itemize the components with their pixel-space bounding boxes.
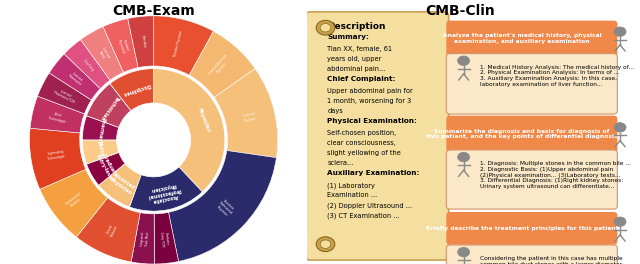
Text: clear consciousness,: clear consciousness, [327, 140, 396, 146]
Circle shape [458, 56, 470, 65]
Text: days: days [327, 108, 343, 114]
FancyBboxPatch shape [446, 21, 618, 56]
Wedge shape [49, 54, 100, 100]
Text: Clinical
Medicine: Clinical Medicine [106, 223, 119, 238]
Text: Specialist: Specialist [141, 35, 146, 48]
Text: 1. Diagnosis: Multiple stones in the common bile ...
2. Diagnostic Basis: (1)Upp: 1. Diagnosis: Multiple stones in the com… [480, 161, 631, 189]
Text: Graduate
Entry TCM: Graduate Entry TCM [159, 231, 169, 246]
Text: Summary:: Summary: [327, 34, 369, 40]
Wedge shape [86, 84, 131, 128]
Wedge shape [81, 27, 124, 80]
Wedge shape [110, 69, 154, 111]
Text: Associate
Professional
Physician: Associate Professional Physician [215, 197, 236, 218]
Circle shape [458, 152, 470, 162]
Wedge shape [99, 163, 141, 207]
Wedge shape [131, 213, 154, 264]
Text: Licensed Assistant
Physician: Licensed Assistant Physician [208, 54, 232, 79]
Text: Physical Examination:: Physical Examination: [327, 118, 417, 124]
Text: Licensed
Pharmacist: Licensed Pharmacist [67, 70, 84, 87]
Text: Upper abdominal pain for: Upper abdominal pain for [327, 88, 413, 94]
Circle shape [316, 237, 335, 252]
Wedge shape [83, 140, 119, 164]
Text: Description: Description [327, 22, 386, 31]
Text: 1. Medical History Analysis: The medical history of...
2. Physical Examination A: 1. Medical History Analysis: The medical… [480, 65, 634, 87]
Wedge shape [129, 167, 202, 211]
Wedge shape [168, 150, 276, 261]
Text: Self-chosen position,: Self-chosen position, [327, 130, 396, 136]
Wedge shape [128, 16, 154, 68]
Text: Summarize the diagnosis and basis for diagnosis of
this patient, and the key poi: Summarize the diagnosis and basis for di… [426, 129, 618, 139]
Circle shape [614, 217, 626, 227]
FancyBboxPatch shape [446, 54, 618, 114]
Text: Graduate
Entry-level: Graduate Entry-level [95, 151, 118, 182]
FancyBboxPatch shape [446, 212, 618, 245]
Text: Licensed
Physician: Licensed Physician [243, 111, 257, 123]
Wedge shape [103, 18, 138, 72]
Text: Briefly describe the treatment principles for this patient: Briefly describe the treatment principle… [426, 226, 618, 231]
Text: Chui Fang: Chui Fang [83, 59, 95, 72]
Wedge shape [64, 40, 110, 89]
Text: Considering the patient in this case has multiple
common bile duct stones with a: Considering the patient in this case has… [480, 256, 640, 264]
FancyBboxPatch shape [446, 150, 618, 209]
Text: Licensed
Pharmacist TCM: Licensed Pharmacist TCM [53, 87, 77, 105]
Text: Integrated
Trad. Med.: Integrated Trad. Med. [140, 231, 150, 246]
Wedge shape [38, 73, 92, 114]
Circle shape [614, 27, 626, 36]
Circle shape [316, 20, 335, 35]
Wedge shape [30, 96, 84, 133]
Wedge shape [214, 69, 278, 158]
Wedge shape [29, 128, 86, 189]
Text: Associate
Professional
Physician: Associate Professional Physician [146, 181, 183, 205]
Text: Pharmacy: Pharmacy [95, 117, 105, 144]
Circle shape [320, 23, 331, 32]
Text: Analyze the patient's medical history, physical
examination, and auxiliary exami: Analyze the patient's medical history, p… [443, 33, 602, 44]
Text: Disciplines: Disciplines [122, 82, 151, 96]
Wedge shape [189, 31, 255, 97]
Text: Resident
Physician2: Resident Physician2 [116, 37, 129, 54]
Wedge shape [86, 152, 125, 185]
Text: 1 month, worsening for 3: 1 month, worsening for 3 [327, 98, 412, 104]
Wedge shape [76, 198, 140, 262]
Text: abdominal pain...: abdominal pain... [327, 66, 385, 72]
Text: (1) Laboratory: (1) Laboratory [327, 182, 375, 189]
Text: Physician: Physician [196, 107, 211, 133]
Text: years old, upper: years old, upper [327, 56, 381, 62]
Circle shape [614, 122, 626, 132]
Wedge shape [154, 212, 179, 264]
Text: slight yellowing of the: slight yellowing of the [327, 150, 401, 156]
Wedge shape [83, 116, 119, 140]
Text: Licensed
Nurse: Licensed Nurse [97, 47, 111, 62]
FancyBboxPatch shape [446, 245, 618, 264]
Text: sclera...: sclera... [327, 160, 353, 166]
Text: (3) CT Examination ...: (3) CT Examination ... [327, 212, 400, 219]
Text: Fundamental
Medicine: Fundamental Medicine [65, 191, 85, 209]
Text: Supervising
Technologist: Supervising Technologist [47, 150, 65, 161]
Text: Nurse: Nurse [97, 141, 104, 158]
Wedge shape [154, 16, 214, 75]
Text: Licensed
Physician: Licensed Physician [109, 172, 136, 196]
Text: Tian XX, female, 61: Tian XX, female, 61 [327, 46, 392, 52]
Text: Examination ...: Examination ... [327, 192, 378, 198]
Text: CMB-Clin: CMB-Clin [426, 4, 495, 18]
FancyBboxPatch shape [305, 12, 449, 260]
Wedge shape [154, 69, 225, 192]
Text: Resident Physician: Resident Physician [173, 31, 184, 58]
Text: Technician: Technician [99, 95, 120, 121]
Text: CMB-Exam: CMB-Exam [112, 4, 195, 18]
Text: (2) Doppler Ultrasound ...: (2) Doppler Ultrasound ... [327, 202, 412, 209]
Text: Chief Complaint:: Chief Complaint: [327, 76, 396, 82]
FancyBboxPatch shape [446, 116, 618, 152]
Circle shape [320, 240, 331, 248]
Circle shape [458, 247, 470, 257]
Text: Auxiliary Examination:: Auxiliary Examination: [327, 170, 420, 176]
Wedge shape [40, 169, 108, 237]
Text: Allied
Technologist: Allied Technologist [48, 111, 67, 124]
